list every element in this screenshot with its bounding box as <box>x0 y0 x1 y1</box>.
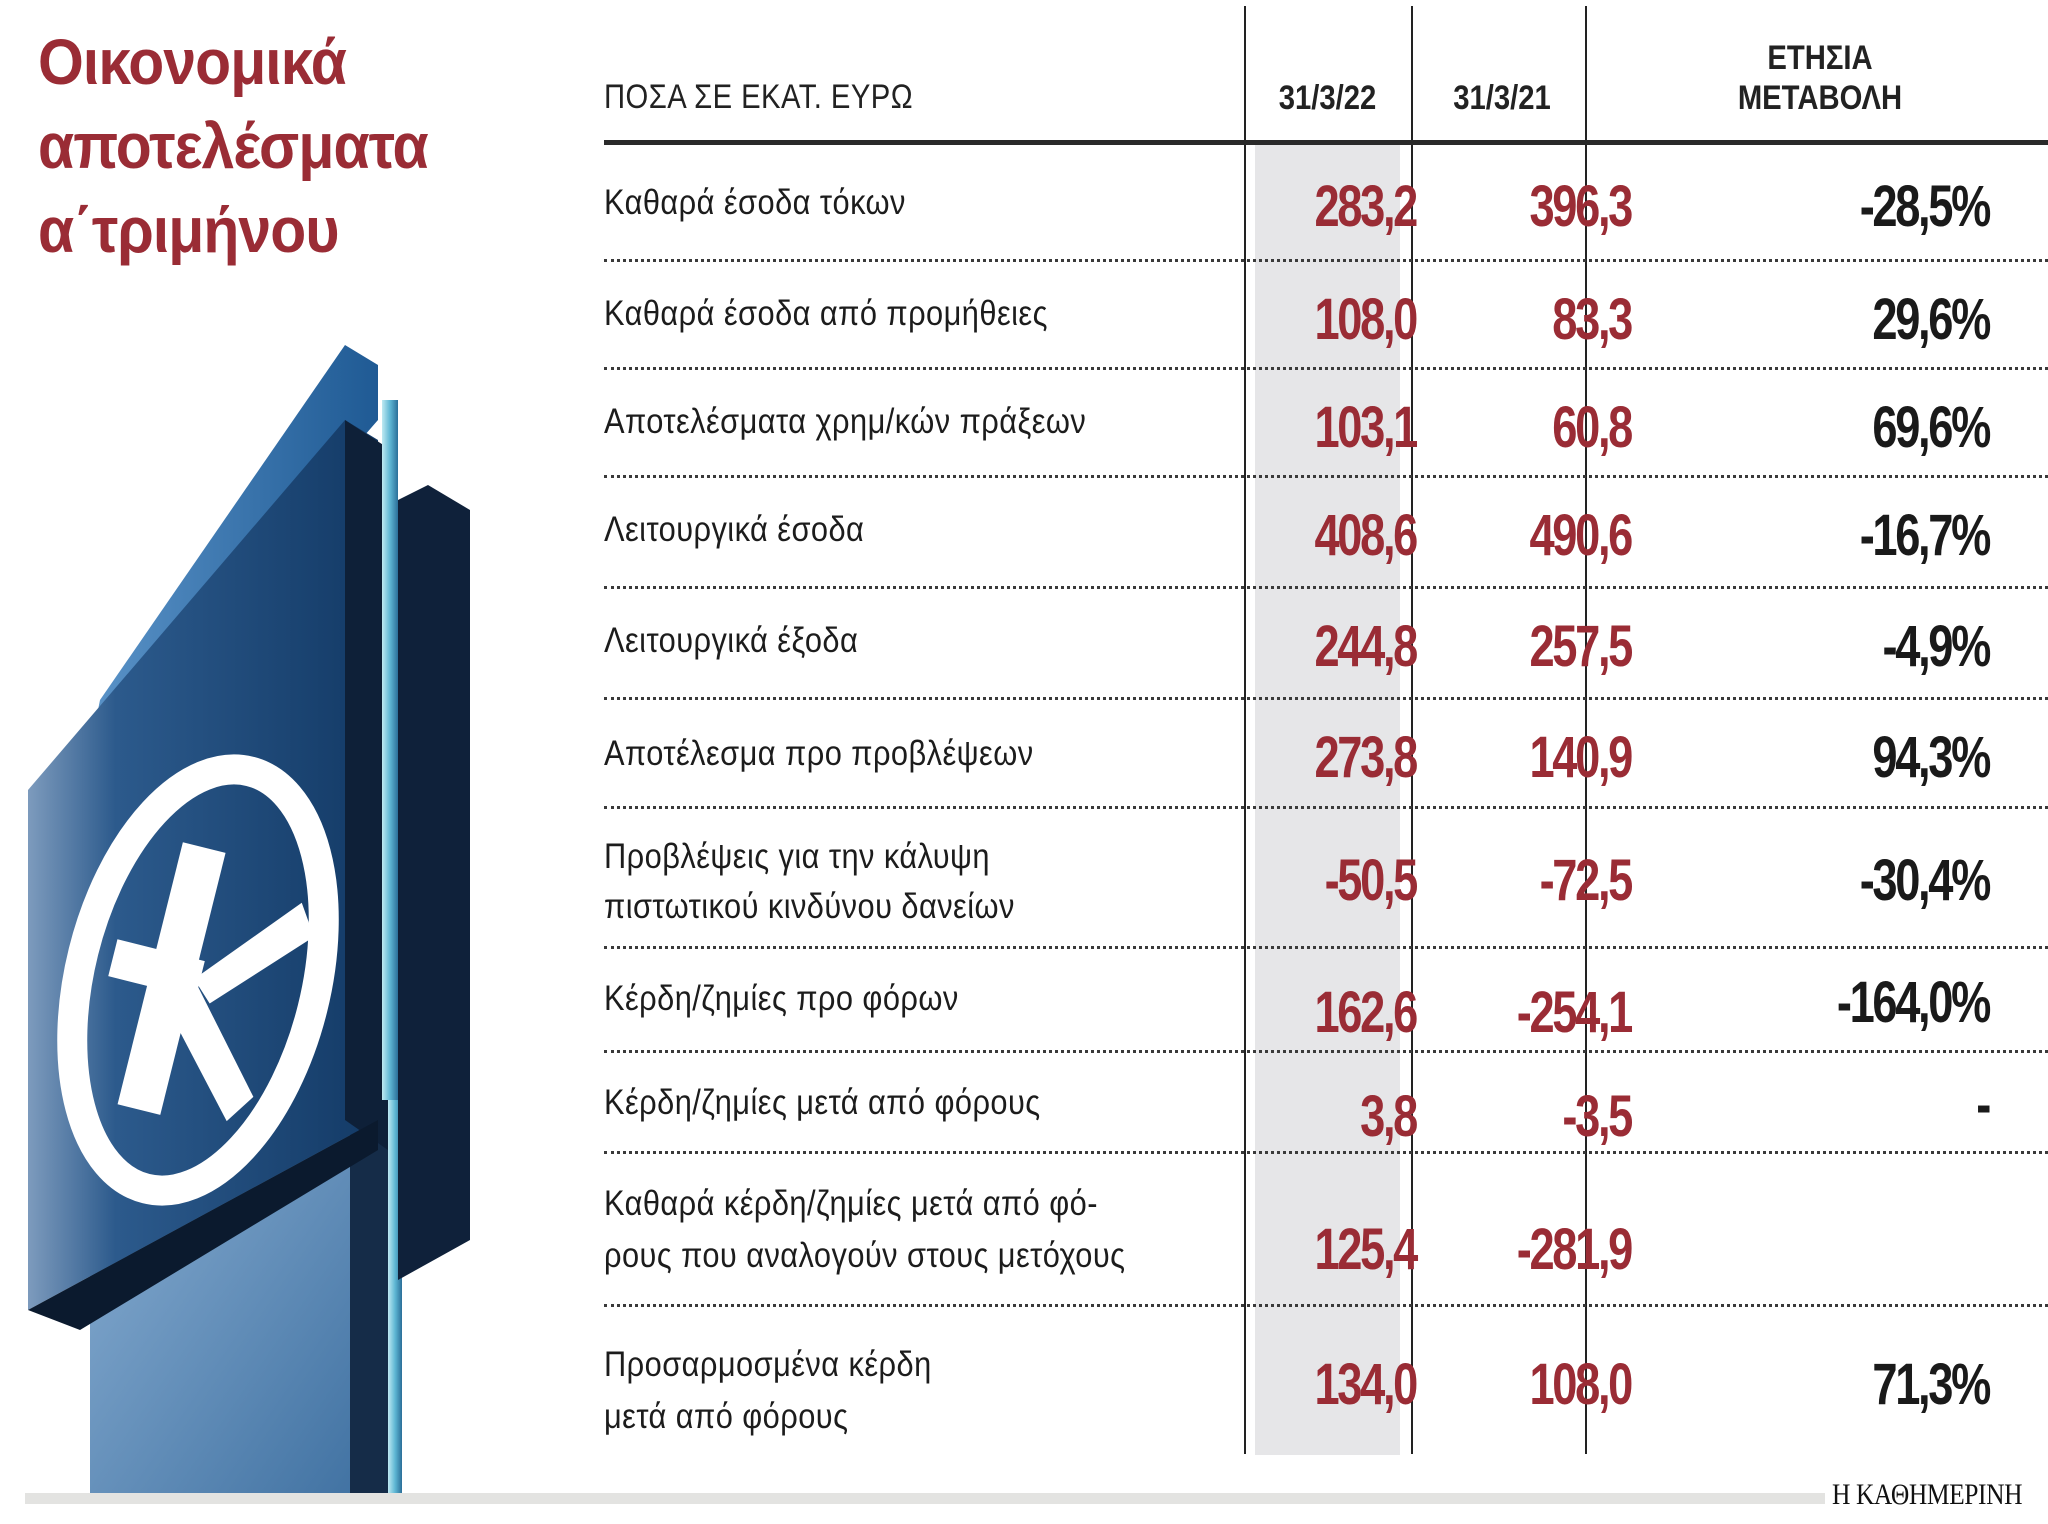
row-label: Αποτέλεσμα προ προβλέψεων <box>604 734 1034 773</box>
row-label-line2: ρους που αναλογούν στους μετόχους <box>604 1236 1126 1275</box>
header-rule <box>604 140 2048 145</box>
row-label-line1: Προβλέψεις για την κάλυψη <box>604 837 990 876</box>
value-2022: 103,1 <box>1314 395 1418 460</box>
value-change: -30,4% <box>1859 848 1992 913</box>
column-divider <box>1585 6 1587 1454</box>
row-separator <box>604 259 2048 262</box>
row-label: Κέρδη/ζημίες μετά από φόρους <box>604 1083 1041 1122</box>
value-2021: -72,5 <box>1539 848 1634 913</box>
row-label: Καθαρά έσοδα από προμήθειες <box>604 294 1048 333</box>
table-row: Προβλέψεις για την κάλυψη πιστωτικού κιν… <box>604 809 2048 949</box>
column-divider <box>1411 6 1413 1454</box>
value-2021: -281,9 <box>1516 1217 1634 1282</box>
value-2022: 283,2 <box>1314 174 1418 239</box>
value-2021: 108,0 <box>1529 1352 1633 1417</box>
value-2021: 396,3 <box>1529 174 1633 239</box>
title-line-1: Οικονομικά <box>38 26 347 98</box>
units-label: ΠΟΣΑ ΣΕ ΕΚΑΤ. ΕΥΡΩ <box>604 78 913 116</box>
value-2021: 83,3 <box>1552 287 1633 352</box>
column-header-2022: 31/3/22 <box>1278 79 1377 117</box>
bank-sign-icon <box>28 345 470 1500</box>
row-label-line1: Προσαρμοσμένα κέρδη <box>604 1345 932 1384</box>
row-label-line2: μετά από φόρους <box>604 1397 849 1436</box>
table-row: Αποτελέσματα χρημ/κών πράξεων 103,1 60,8… <box>604 370 2048 478</box>
table-row: Λειτουργικά έξοδα 244,8 257,5 -4,9% <box>604 589 2048 700</box>
column-divider <box>1244 6 1246 1454</box>
row-label-line1: Καθαρά κέρδη/ζημίες μετά από φό- <box>604 1184 1098 1223</box>
publisher-brand: Η ΚΑΘΗΜΕΡΙΝΗ <box>1832 1478 2023 1511</box>
table-row: Αποτέλεσμα προ προβλέψεων 273,8 140,9 94… <box>604 700 2048 809</box>
row-separator <box>604 697 2048 700</box>
table-row: Προσαρμοσμένα κέρδη μετά από φόρους 134,… <box>604 1307 2048 1455</box>
value-2022: 125,4 <box>1314 1217 1418 1282</box>
value-2022: 273,8 <box>1314 725 1418 790</box>
row-separator <box>604 367 2048 370</box>
value-2021: 140,9 <box>1529 725 1633 790</box>
value-2021: -254,1 <box>1516 980 1634 1045</box>
value-change: 69,6% <box>1872 395 1991 460</box>
footer-bar <box>25 1493 1825 1504</box>
value-change: 94,3% <box>1872 725 1991 790</box>
row-separator <box>604 586 2048 589</box>
column-header-change: ΕΤΗΣΙΑ ΜΕΤΑΒΟΛΗ <box>1624 38 2016 118</box>
value-2021: -3,5 <box>1562 1084 1633 1149</box>
row-separator <box>604 1304 2048 1307</box>
row-label: Λειτουργικά έξοδα <box>604 621 859 660</box>
value-change: 29,6% <box>1872 287 1991 352</box>
column-header-change-line2: ΜΕΤΑΒΟΛΗ <box>1737 79 1903 117</box>
title-line-2: αποτελέσματα <box>38 110 429 182</box>
table-row: Κέρδη/ζημίες προ φόρων 162,6 -254,1 -164… <box>604 949 2048 1053</box>
value-2021: 490,6 <box>1529 503 1633 568</box>
value-change: -16,7% <box>1859 503 1992 568</box>
row-label: Καθαρά έσοδα τόκων <box>604 183 906 222</box>
value-change: 71,3% <box>1872 1352 1991 1417</box>
table-row: Καθαρά έσοδα τόκων 283,2 396,3 -28,5% <box>604 145 2048 262</box>
row-separator <box>604 1050 2048 1053</box>
row-label: Αποτελέσματα χρημ/κών πράξεων <box>604 402 1087 441</box>
table-row: Κέρδη/ζημίες μετά από φόρους 3,8 -3,5 - <box>604 1053 2048 1154</box>
table-row: Λειτουργικά έσοδα 408,6 490,6 -16,7% <box>604 478 2048 589</box>
value-change: - <box>1976 1072 1991 1137</box>
table-row: Καθαρά έσοδα από προμήθειες 108,0 83,3 2… <box>604 262 2048 370</box>
value-change: -4,9% <box>1882 614 1992 679</box>
row-label: Λειτουργικά έσοδα <box>604 510 865 549</box>
row-separator <box>604 946 2048 949</box>
row-label-line2: πιστωτικού κινδύνου δανείων <box>604 887 1015 926</box>
row-separator <box>604 1151 2048 1154</box>
value-change: -28,5% <box>1859 174 1992 239</box>
value-2022: 162,6 <box>1314 980 1418 1045</box>
value-2022: 108,0 <box>1314 287 1418 352</box>
page-title: Οικονομικά αποτελέσματα α΄τριμήνου <box>38 20 535 272</box>
highlight-column-2022 <box>1255 145 1400 1455</box>
value-2022: -50,5 <box>1324 848 1419 913</box>
column-header-2021: 31/3/21 <box>1453 79 1551 117</box>
value-2021: 60,8 <box>1552 395 1633 460</box>
value-2021: 257,5 <box>1529 614 1633 679</box>
value-change: -164,0% <box>1836 970 1991 1035</box>
results-table: ΠΟΣΑ ΣΕ ΕΚΑΤ. ΕΥΡΩ 31/3/22 31/3/21 ΕΤΗΣΙ… <box>600 0 2048 1460</box>
row-separator <box>604 475 2048 478</box>
value-2022: 244,8 <box>1314 614 1418 679</box>
title-line-3: α΄τριμήνου <box>38 194 340 266</box>
value-2022: 3,8 <box>1360 1084 1418 1149</box>
table-row: Καθαρά κέρδη/ζημίες μετά από φό- ρους πο… <box>604 1154 2048 1307</box>
value-2022: 134,0 <box>1314 1352 1418 1417</box>
row-label: Κέρδη/ζημίες προ φόρων <box>604 979 959 1018</box>
row-separator <box>604 806 2048 809</box>
column-header-change-line1: ΕΤΗΣΙΑ <box>1767 39 1873 77</box>
value-2022: 408,6 <box>1314 503 1418 568</box>
